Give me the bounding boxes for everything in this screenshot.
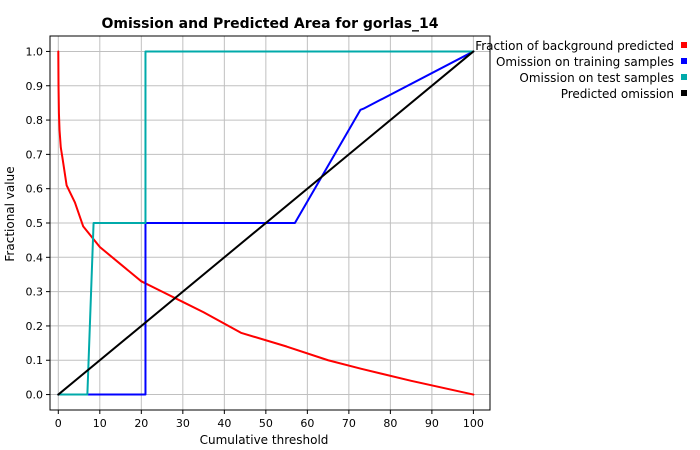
x-tick-label: 90 — [425, 417, 439, 430]
x-tick-label: 60 — [300, 417, 314, 430]
y-tick-label: 1.0 — [26, 45, 44, 58]
x-axis: 0 10 20 30 40 50 60 70 80 90 100 — [55, 410, 484, 430]
legend-swatch-3 — [681, 90, 687, 96]
x-tick-label: 70 — [342, 417, 356, 430]
x-tick-label: 0 — [55, 417, 62, 430]
legend-swatch-0 — [681, 42, 687, 48]
chart-title: Omission and Predicted Area for gorlas_1… — [101, 16, 438, 32]
x-tick-label: 30 — [176, 417, 190, 430]
series-line-1 — [57, 50, 475, 396]
x-tick-label: 40 — [217, 417, 231, 430]
y-tick-label: 0.7 — [26, 148, 44, 161]
y-tick-label: 0.2 — [26, 320, 44, 333]
series-line-3 — [57, 50, 475, 396]
series-layer — [57, 50, 475, 396]
legend: Fraction of background predicted Omission… — [475, 39, 687, 101]
y-tick-label: 0.9 — [26, 80, 44, 93]
x-tick-label: 100 — [463, 417, 484, 430]
x-tick-label: 80 — [383, 417, 397, 430]
y-tick-label: 0.6 — [26, 183, 44, 196]
x-tick-label: 20 — [134, 417, 148, 430]
legend-label-2: Omission on test samples — [519, 71, 674, 85]
x-tick-label: 10 — [93, 417, 107, 430]
series-line-0 — [57, 50, 475, 396]
y-tick-label: 0.3 — [26, 286, 44, 299]
y-tick-label: 0.0 — [26, 389, 44, 402]
y-tick-label: 0.5 — [26, 217, 44, 230]
legend-swatch-2 — [681, 74, 687, 80]
legend-label-3: Predicted omission — [561, 87, 674, 101]
series-line-2 — [57, 50, 475, 396]
legend-label-0: Fraction of background predicted — [475, 39, 674, 53]
y-tick-label: 0.1 — [26, 354, 44, 367]
x-axis-label: Cumulative threshold — [200, 433, 329, 447]
y-tick-label: 0.8 — [26, 114, 44, 127]
x-tick-label: 50 — [259, 417, 273, 430]
y-tick-label: 0.4 — [26, 251, 44, 264]
legend-swatch-1 — [681, 58, 687, 64]
y-axis-label: Fractional value — [3, 166, 17, 261]
y-axis: 0.0 0.1 0.2 0.3 0.4 0.5 0.6 0.7 0.8 0.9 1.0 — [26, 45, 50, 402]
legend-label-1: Omission on training samples — [496, 55, 674, 69]
